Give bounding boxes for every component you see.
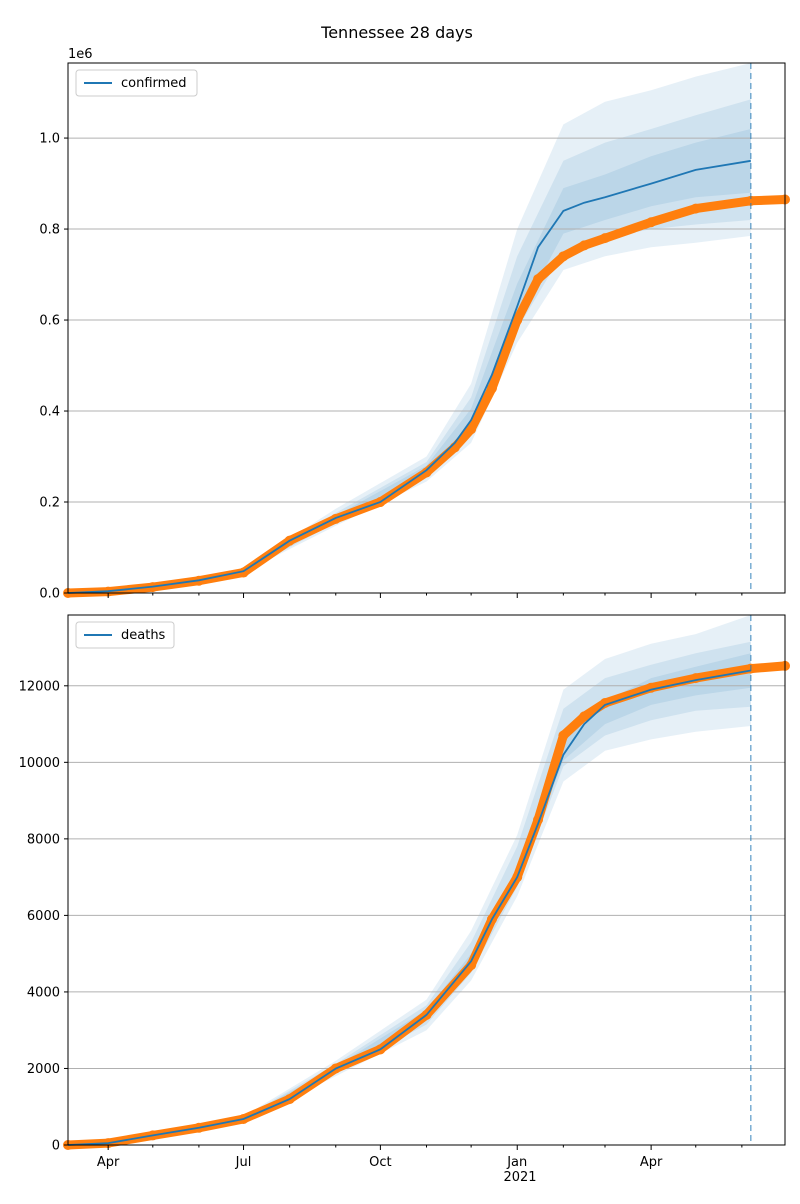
- confirmed-observed-point: [646, 217, 657, 228]
- confirmed-y-tick-label: 0.6: [39, 314, 60, 329]
- deaths-y-tick-label: 4000: [27, 985, 60, 1000]
- confirmed-observed-point: [745, 195, 756, 206]
- confirmed-observed-point: [533, 274, 544, 285]
- deaths-y-tick-label: 0: [52, 1139, 60, 1154]
- deaths-observed-trace: [63, 661, 790, 1150]
- deaths-legend-label: deaths: [121, 628, 166, 643]
- x-axis-year-label: 2021: [503, 1170, 536, 1185]
- confirmed-y-tick-label: 0.4: [39, 405, 60, 420]
- chart-title: Tennessee 28 days: [320, 23, 473, 42]
- deaths-y-tick-label: 12000: [19, 679, 60, 694]
- deaths-x-tick-label: Apr: [97, 1155, 120, 1170]
- confirmed-offset-label: 1e6: [68, 47, 93, 62]
- confirmed-y-tick-label: 1.0: [39, 132, 60, 147]
- confirmed-x-axis: [107, 593, 743, 598]
- deaths-y-tick-label: 8000: [27, 832, 60, 847]
- confirmed-observed-trace: [63, 195, 790, 598]
- deaths-panel: 0 2000 4000 6000 8000 10000 12000 Apr Jul Oct Jan…: [19, 614, 790, 1185]
- deaths-legend: deaths: [75, 621, 175, 649]
- deaths-y-tick-label: 2000: [27, 1062, 60, 1077]
- confirmed-observed-point: [486, 383, 497, 394]
- confirmed-observed-point: [421, 467, 432, 478]
- confirmed-band-0: [243, 63, 751, 573]
- deaths-x-tick-label: Oct: [369, 1155, 391, 1170]
- confirmed-observed-point: [466, 424, 477, 435]
- deaths-y-axis: 0 2000 4000 6000 8000 10000 12000: [19, 679, 68, 1154]
- confirmed-y-tick-label: 0.8: [39, 223, 60, 238]
- confirmed-legend-box: [75, 69, 198, 97]
- deaths-y-tick-label: 6000: [27, 909, 60, 924]
- deaths-observed-point: [558, 730, 569, 741]
- deaths-uncertainty-bands: [243, 615, 751, 1122]
- confirmed-y-tick-label: 0.0: [39, 587, 60, 602]
- deaths-observed-point: [579, 711, 590, 722]
- confirmed-band-2: [243, 129, 751, 572]
- confirmed-observed-point: [600, 233, 611, 244]
- confirmed-legend-label: confirmed: [121, 76, 187, 91]
- confirmed-y-tick-label: 0.2: [39, 496, 60, 511]
- deaths-observed-point: [600, 698, 611, 709]
- deaths-x-tick-label: Jul: [235, 1155, 252, 1170]
- deaths-model-line: [67, 669, 751, 1146]
- deaths-x-tick-label: Jan: [506, 1155, 527, 1170]
- confirmed-gridlines: [68, 137, 785, 503]
- confirmed-marks: [63, 159, 790, 598]
- confirmed-observed-point: [512, 315, 523, 326]
- confirmed-panel: 0.0 0.2 0.4 0.6 0.8 1.0 1e6 confirmed: [39, 47, 790, 602]
- confirmed-observed-point: [690, 203, 701, 214]
- confirmed-legend: confirmed: [75, 69, 198, 97]
- confirmed-y-axis: 0.0 0.2 0.4 0.6 0.8 1.0: [39, 132, 68, 602]
- deaths-legend-box: [75, 621, 175, 649]
- confirmed-observed-point: [579, 240, 590, 251]
- deaths-band-0: [243, 615, 751, 1122]
- confirmed-observed-point: [558, 251, 569, 262]
- deaths-marks: [63, 660, 790, 1150]
- deaths-y-tick-label: 10000: [19, 756, 60, 771]
- deaths-x-axis: Apr Jul Oct Jan Apr: [97, 1145, 743, 1170]
- confirmed-model-line: [67, 159, 751, 594]
- deaths-observed-point: [466, 960, 477, 971]
- confirmed-band-1: [243, 99, 751, 573]
- deaths-x-tick-label: Apr: [640, 1155, 663, 1170]
- confirmed-uncertainty-bands: [243, 63, 751, 573]
- deaths-band-1: [243, 641, 751, 1121]
